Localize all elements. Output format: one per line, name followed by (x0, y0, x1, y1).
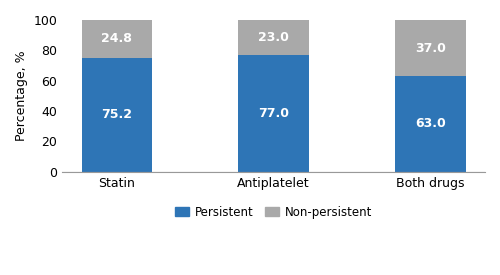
Text: 23.0: 23.0 (258, 31, 289, 44)
Text: 63.0: 63.0 (415, 117, 446, 130)
Legend: Persistent, Non-persistent: Persistent, Non-persistent (170, 201, 378, 223)
Bar (82, 58, 152, 172)
Text: 75.2: 75.2 (102, 108, 132, 121)
Bar (395, 76, 466, 172)
Bar (82, 20, 152, 58)
Text: 24.8: 24.8 (102, 32, 132, 45)
Y-axis label: Percentage, %: Percentage, % (15, 51, 28, 141)
Bar (238, 55, 309, 172)
Bar (238, 20, 309, 55)
Text: 37.0: 37.0 (415, 42, 446, 54)
Bar (395, 20, 466, 76)
Text: 77.0: 77.0 (258, 107, 289, 120)
